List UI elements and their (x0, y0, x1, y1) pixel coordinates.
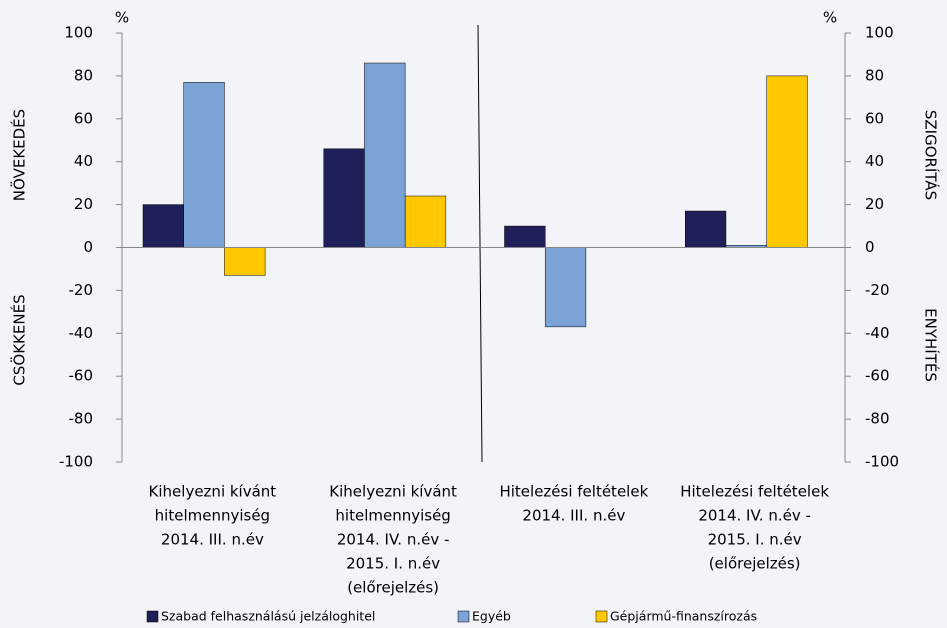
y-tick-label: -40 (69, 324, 94, 342)
y2-label-upper: SZIGORÍTÁS (922, 110, 941, 200)
bar (183, 82, 225, 248)
legend-swatch (146, 610, 159, 623)
x-tick-label: 2014. IV. n.év - (337, 531, 450, 549)
bar (685, 210, 727, 248)
y-label-lower: CSÖKKENÉS (10, 294, 29, 385)
y-tick-label: 80 (74, 66, 93, 84)
legend-label: Gépjármű-finanszírozás (610, 609, 757, 624)
y-tick-label: -80 (69, 410, 94, 428)
y-tick-label: 40 (74, 152, 93, 170)
y-unit: % (115, 9, 129, 27)
y-tick-label: 0 (83, 238, 93, 256)
y-label-upper: NÖVEKEDÉS (10, 109, 29, 201)
x-tick-label: Hitelezési feltételek (499, 483, 648, 501)
x-tick-label: 2014. III. n.év (522, 507, 625, 525)
y2-label-lower: ENYHÍTÉS (922, 308, 941, 382)
y-tick-label: 60 (74, 109, 93, 127)
y-tick-label: -60 (69, 367, 94, 385)
bar (224, 247, 266, 276)
y2-tick-label: 0 (865, 238, 875, 256)
y2-unit: % (823, 9, 837, 27)
y2-tick-label: 100 (865, 24, 894, 42)
bar (142, 204, 184, 248)
x-tick-label: (előrejelzés) (347, 579, 439, 597)
bar (544, 247, 587, 328)
y2-tick-label: -100 (865, 453, 899, 471)
y2-tick-label: 20 (865, 195, 884, 213)
bar (404, 195, 447, 248)
x-tick-label: 2015. I. n.év (708, 531, 802, 549)
x-tick-label: 2014. III. n.év (161, 531, 264, 549)
y2-tick-label: 40 (865, 152, 884, 170)
legend-label: Szabad felhasználású jelzáloghitel (161, 609, 375, 624)
bar (364, 62, 406, 248)
x-tick-label: Kihelyezni kívánt (149, 483, 277, 501)
x-tick-label: 2015. I. n.év (346, 555, 440, 573)
bar (766, 75, 808, 248)
bar (323, 148, 365, 248)
y2-tick-label: 60 (865, 109, 884, 127)
x-tick-label: 2014. IV. n.év - (698, 507, 811, 525)
x-tick-label: hitelmennyiség (155, 507, 270, 525)
x-tick-label: (előrejelzés) (709, 555, 801, 573)
x-tick-label: Kihelyezni kívánt (329, 483, 457, 501)
x-tick-label: Hitelezési feltételek (680, 483, 829, 501)
x-tick-label: hitelmennyiség (335, 507, 450, 525)
divider (477, 24, 483, 463)
y2-tick-label: 80 (865, 66, 884, 84)
bar (504, 225, 546, 248)
y2-tick-label: -40 (865, 324, 890, 342)
y2-tick-label: -60 (865, 367, 890, 385)
y2-tick-label: -80 (865, 410, 890, 428)
y-tick-label: 20 (74, 195, 93, 213)
y2-tick-label: -20 (865, 281, 890, 299)
y-tick-label: -20 (69, 281, 94, 299)
legend-label: Egyéb (472, 609, 511, 624)
y-tick-label: 100 (64, 24, 93, 42)
y-tick-label: -100 (59, 453, 93, 471)
legend-swatch (595, 610, 608, 623)
legend-swatch (457, 610, 470, 623)
